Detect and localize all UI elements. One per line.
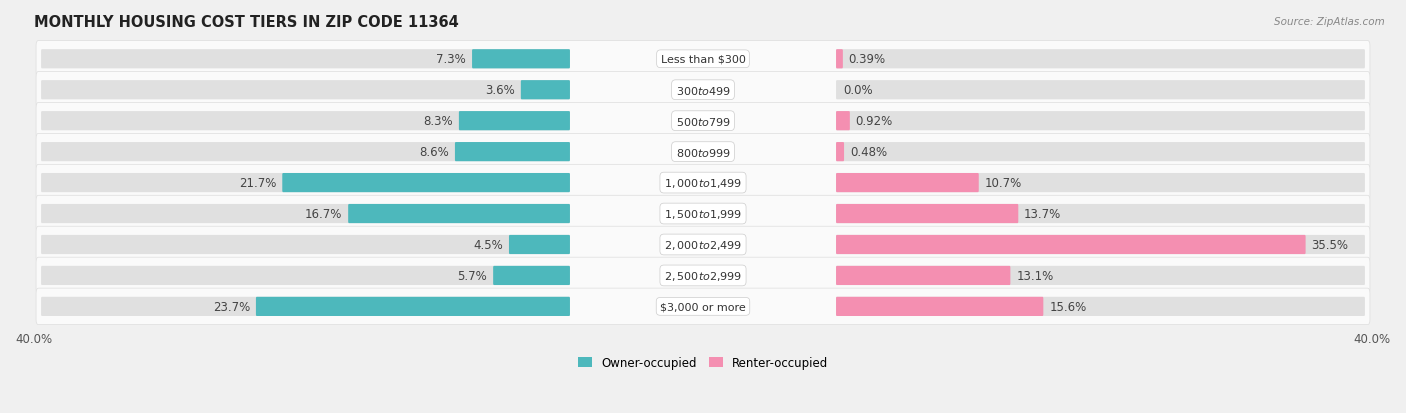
Text: 13.1%: 13.1% bbox=[1017, 269, 1053, 282]
FancyBboxPatch shape bbox=[41, 204, 569, 223]
Text: 4.5%: 4.5% bbox=[474, 238, 503, 252]
FancyBboxPatch shape bbox=[837, 112, 1365, 131]
FancyBboxPatch shape bbox=[349, 204, 569, 223]
FancyBboxPatch shape bbox=[256, 297, 569, 316]
FancyBboxPatch shape bbox=[458, 112, 569, 131]
Text: $2,000 to $2,499: $2,000 to $2,499 bbox=[664, 238, 742, 252]
FancyBboxPatch shape bbox=[837, 112, 849, 131]
FancyBboxPatch shape bbox=[456, 143, 569, 162]
Text: 3.6%: 3.6% bbox=[485, 84, 515, 97]
FancyBboxPatch shape bbox=[41, 297, 569, 316]
FancyBboxPatch shape bbox=[37, 41, 1369, 78]
Text: 7.3%: 7.3% bbox=[436, 53, 467, 66]
Text: 35.5%: 35.5% bbox=[1312, 238, 1348, 252]
FancyBboxPatch shape bbox=[837, 266, 1365, 285]
FancyBboxPatch shape bbox=[283, 173, 569, 193]
FancyBboxPatch shape bbox=[837, 297, 1043, 316]
FancyBboxPatch shape bbox=[837, 50, 842, 69]
Text: 13.7%: 13.7% bbox=[1024, 208, 1062, 221]
Text: 23.7%: 23.7% bbox=[212, 300, 250, 313]
Text: 8.6%: 8.6% bbox=[419, 146, 449, 159]
FancyBboxPatch shape bbox=[41, 50, 569, 69]
FancyBboxPatch shape bbox=[41, 173, 569, 193]
Text: 16.7%: 16.7% bbox=[305, 208, 342, 221]
FancyBboxPatch shape bbox=[37, 134, 1369, 171]
FancyBboxPatch shape bbox=[837, 173, 1365, 193]
FancyBboxPatch shape bbox=[41, 266, 569, 285]
Text: $800 to $999: $800 to $999 bbox=[675, 146, 731, 158]
Text: $2,500 to $2,999: $2,500 to $2,999 bbox=[664, 269, 742, 282]
FancyBboxPatch shape bbox=[837, 235, 1306, 254]
FancyBboxPatch shape bbox=[37, 103, 1369, 140]
Text: 0.48%: 0.48% bbox=[849, 146, 887, 159]
FancyBboxPatch shape bbox=[509, 235, 569, 254]
FancyBboxPatch shape bbox=[37, 165, 1369, 202]
Text: Less than $300: Less than $300 bbox=[661, 55, 745, 64]
FancyBboxPatch shape bbox=[472, 50, 569, 69]
Text: 15.6%: 15.6% bbox=[1049, 300, 1087, 313]
FancyBboxPatch shape bbox=[837, 297, 1365, 316]
FancyBboxPatch shape bbox=[837, 266, 1011, 285]
Text: 0.39%: 0.39% bbox=[849, 53, 886, 66]
FancyBboxPatch shape bbox=[837, 204, 1365, 223]
FancyBboxPatch shape bbox=[37, 258, 1369, 294]
Text: $1,000 to $1,499: $1,000 to $1,499 bbox=[664, 177, 742, 190]
Text: 21.7%: 21.7% bbox=[239, 177, 277, 190]
Text: 10.7%: 10.7% bbox=[984, 177, 1022, 190]
FancyBboxPatch shape bbox=[837, 50, 1365, 69]
FancyBboxPatch shape bbox=[41, 112, 569, 131]
FancyBboxPatch shape bbox=[837, 143, 844, 162]
Text: $1,500 to $1,999: $1,500 to $1,999 bbox=[664, 208, 742, 221]
Legend: Owner-occupied, Renter-occupied: Owner-occupied, Renter-occupied bbox=[578, 356, 828, 369]
FancyBboxPatch shape bbox=[837, 143, 1365, 162]
Text: 0.92%: 0.92% bbox=[856, 115, 893, 128]
FancyBboxPatch shape bbox=[41, 81, 569, 100]
FancyBboxPatch shape bbox=[37, 288, 1369, 325]
FancyBboxPatch shape bbox=[837, 81, 1365, 100]
FancyBboxPatch shape bbox=[837, 235, 1365, 254]
Text: $3,000 or more: $3,000 or more bbox=[661, 301, 745, 312]
FancyBboxPatch shape bbox=[837, 173, 979, 193]
FancyBboxPatch shape bbox=[41, 235, 569, 254]
Text: 0.0%: 0.0% bbox=[844, 84, 873, 97]
Text: MONTHLY HOUSING COST TIERS IN ZIP CODE 11364: MONTHLY HOUSING COST TIERS IN ZIP CODE 1… bbox=[34, 15, 458, 30]
Text: 8.3%: 8.3% bbox=[423, 115, 453, 128]
FancyBboxPatch shape bbox=[37, 227, 1369, 263]
FancyBboxPatch shape bbox=[837, 204, 1018, 223]
FancyBboxPatch shape bbox=[37, 196, 1369, 232]
FancyBboxPatch shape bbox=[37, 72, 1369, 109]
Text: $500 to $799: $500 to $799 bbox=[675, 115, 731, 127]
Text: $300 to $499: $300 to $499 bbox=[675, 85, 731, 97]
Text: Source: ZipAtlas.com: Source: ZipAtlas.com bbox=[1274, 17, 1385, 26]
FancyBboxPatch shape bbox=[520, 81, 569, 100]
FancyBboxPatch shape bbox=[494, 266, 569, 285]
Text: 5.7%: 5.7% bbox=[457, 269, 488, 282]
FancyBboxPatch shape bbox=[41, 143, 569, 162]
